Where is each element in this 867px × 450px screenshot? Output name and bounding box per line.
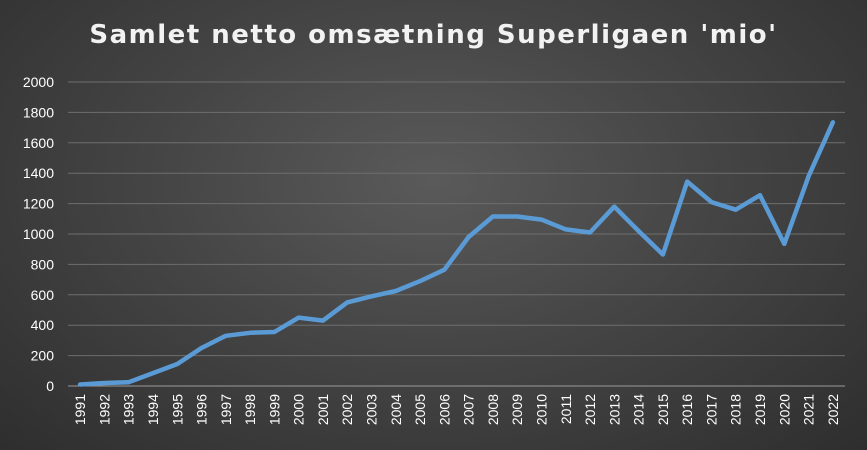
y-tick-label: 2000 (23, 74, 54, 90)
y-tick-label: 1800 (23, 104, 54, 120)
x-tick-label: 2010 (533, 394, 549, 425)
y-tick-label: 0 (46, 378, 54, 394)
y-tick-label: 200 (31, 348, 55, 364)
x-tick-label: 2018 (728, 394, 744, 425)
x-tick-label: 2002 (339, 394, 355, 425)
chart-title: Samlet netto omsætning Superligaen 'mio' (89, 20, 778, 50)
x-tick-label: 2017 (703, 394, 719, 425)
x-tick-label: 2011 (558, 394, 574, 424)
x-tick-label: 2019 (752, 394, 768, 425)
y-tick-label: 400 (31, 317, 55, 333)
x-tick-label: 2006 (436, 394, 452, 425)
x-tick-label: 2003 (364, 394, 380, 425)
x-tick-label: 1998 (242, 394, 258, 425)
x-tick-label: 1999 (266, 394, 282, 425)
y-tick-label: 1600 (23, 135, 54, 151)
x-tick-label: 2013 (606, 394, 622, 425)
x-tick-label: 2014 (631, 394, 647, 425)
y-tick-label: 1400 (23, 165, 54, 181)
x-tick-label: 2016 (679, 394, 695, 425)
x-tick-label: 1991 (72, 394, 88, 425)
y-tick-label: 600 (31, 287, 55, 303)
y-tick-label: 1200 (23, 196, 54, 212)
x-tick-label: 1995 (169, 394, 185, 425)
x-tick-label: 2012 (582, 394, 598, 425)
x-tick-label: 2000 (291, 394, 307, 425)
x-tick-label: 1997 (218, 394, 234, 425)
x-tick-label: 2015 (655, 394, 671, 425)
x-tick-label: 2007 (461, 394, 477, 425)
x-tick-label: 2008 (485, 394, 501, 425)
x-tick-label: 2009 (509, 394, 525, 425)
x-tick-label: 2020 (776, 394, 792, 425)
x-tick-label: 2022 (825, 394, 841, 425)
x-tick-label: 1993 (121, 394, 137, 425)
x-tick-label: 2004 (388, 394, 404, 425)
x-tick-label: 1994 (145, 394, 161, 425)
x-tick-label: 2001 (315, 394, 331, 425)
x-tick-label: 1992 (96, 394, 112, 425)
x-tick-label: 1996 (194, 394, 210, 425)
x-tick-label: 2005 (412, 394, 428, 425)
y-tick-label: 800 (31, 256, 55, 272)
x-tick-label: 2021 (801, 394, 817, 425)
series-line (77, 120, 836, 387)
y-tick-label: 1000 (23, 226, 54, 242)
